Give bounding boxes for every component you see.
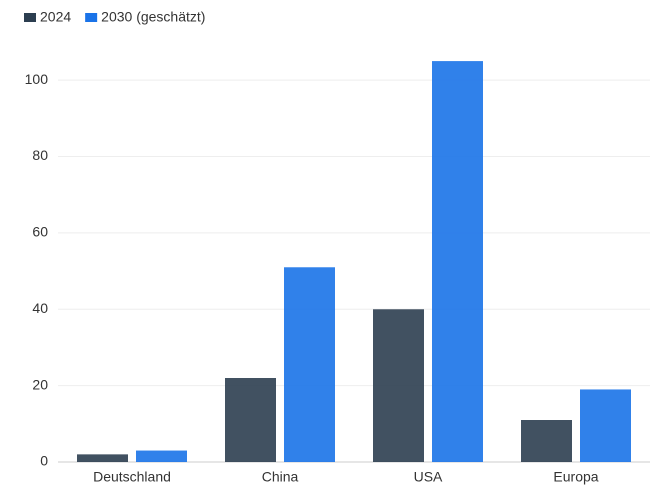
legend-label: 2024 [40,9,71,25]
bar [225,378,276,462]
legend-swatch [24,13,36,22]
y-tick-label: 0 [40,453,48,469]
x-tick-label: China [262,469,299,485]
bar [432,61,483,462]
x-tick-label: Deutschland [93,469,171,485]
legend-swatch [85,13,98,22]
bar [77,454,128,462]
y-tick-label: 80 [32,147,48,163]
bar [521,420,572,462]
y-tick-label: 20 [32,376,48,392]
x-tick-label: USA [414,469,443,485]
bar [136,450,187,462]
y-tick-label: 100 [25,71,49,87]
legend-label: 2030 (geschätzt) [101,9,205,25]
bar [580,389,631,462]
x-tick-label: Europa [553,469,598,485]
y-tick-label: 40 [32,300,48,316]
bar [284,267,335,462]
y-tick-label: 60 [32,224,48,240]
bar [373,309,424,462]
